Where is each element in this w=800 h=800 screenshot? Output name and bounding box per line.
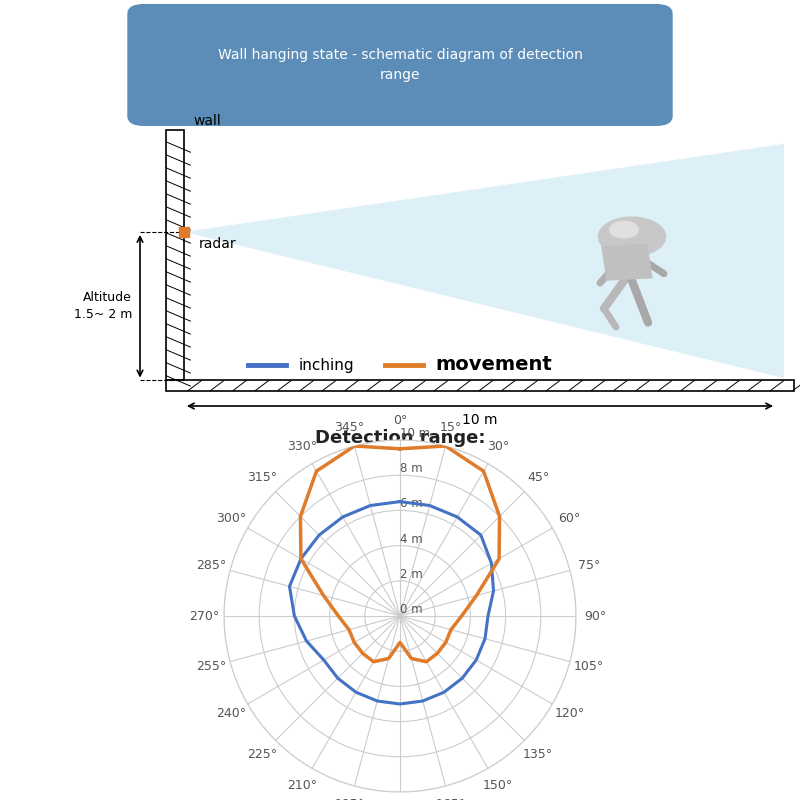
Text: Altitude
1.5~ 2 m: Altitude 1.5~ 2 m (74, 291, 132, 322)
Text: 10 m: 10 m (462, 413, 498, 427)
Legend: inching, movement: inching, movement (242, 349, 558, 380)
Bar (166, 381, 794, 390)
Text: Detection range:: Detection range: (314, 430, 486, 447)
Bar (166, 130, 184, 381)
Circle shape (598, 217, 666, 256)
Circle shape (610, 222, 638, 238)
Text: wall: wall (194, 114, 222, 127)
Text: radar: radar (198, 237, 236, 250)
FancyBboxPatch shape (128, 5, 672, 126)
Bar (601, 244, 653, 281)
Polygon shape (184, 144, 784, 378)
Text: Wall hanging state - schematic diagram of detection
range: Wall hanging state - schematic diagram o… (218, 48, 582, 82)
